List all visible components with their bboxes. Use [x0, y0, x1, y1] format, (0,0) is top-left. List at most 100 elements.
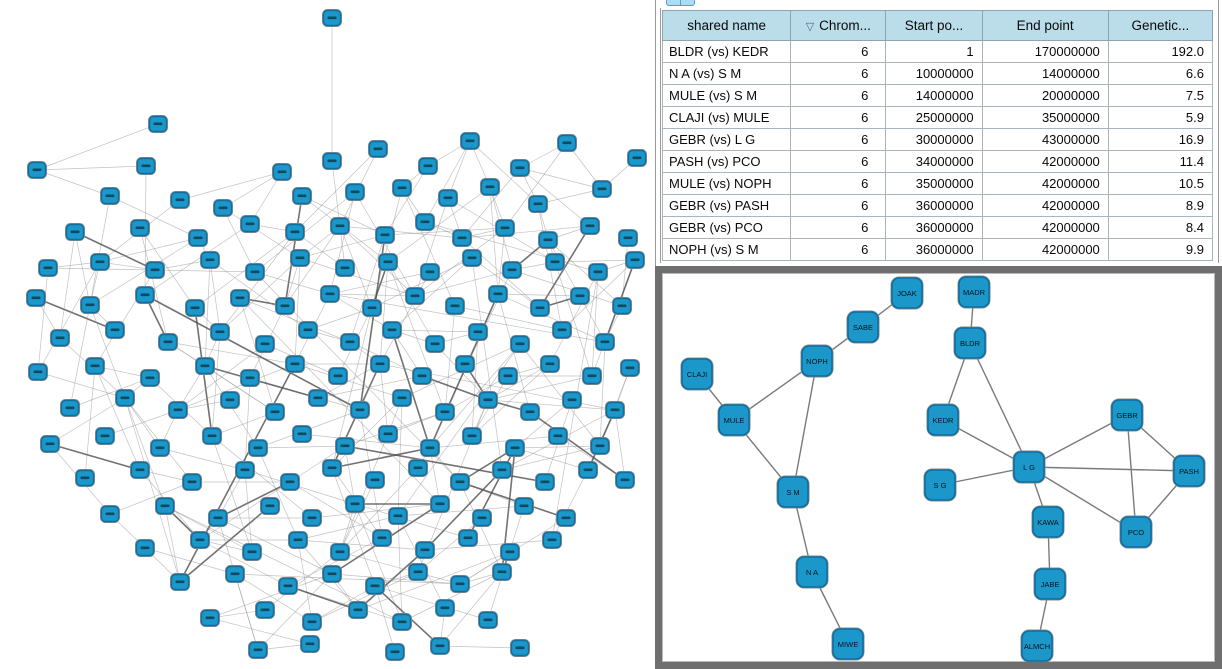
network-edge[interactable]: [539, 225, 591, 309]
network-edge[interactable]: [301, 433, 431, 449]
network-edge[interactable]: [294, 148, 379, 233]
network-edge[interactable]: [94, 365, 141, 471]
network-edge[interactable]: [511, 269, 623, 307]
network-edge[interactable]: [219, 231, 296, 333]
network-edge[interactable]: [289, 481, 383, 539]
network-edge[interactable]: [374, 585, 489, 621]
network-edge[interactable]: [37, 267, 49, 373]
network-edge[interactable]: [454, 305, 563, 331]
network-edge[interactable]: [209, 259, 221, 333]
column-header-start-po-[interactable]: Start po...: [885, 10, 983, 41]
network-edge[interactable]: [447, 140, 471, 199]
network-edge[interactable]: [244, 469, 356, 505]
network-edge[interactable]: [429, 447, 441, 505]
network-edge[interactable]: [301, 195, 386, 236]
network-edge[interactable]: [211, 435, 253, 553]
network-edge[interactable]: [217, 481, 291, 519]
network-edge[interactable]: [599, 341, 606, 447]
network-edge[interactable]: [414, 227, 506, 297]
network-edge[interactable]: [222, 207, 301, 259]
cell-value[interactable]: 6: [790, 128, 887, 151]
node-NA[interactable]: [796, 556, 828, 588]
cell-value[interactable]: 11.4: [1107, 150, 1214, 173]
column-header-chrom-[interactable]: ▽ Chrom...: [790, 10, 887, 41]
network-edge[interactable]: [84, 365, 96, 479]
network-edge[interactable]: [424, 140, 471, 223]
network-edge[interactable]: [379, 363, 389, 435]
network-edge[interactable]: [234, 573, 461, 585]
node-CLAJI[interactable]: [681, 358, 713, 390]
network-edge[interactable]: [614, 409, 626, 481]
network-edge[interactable]: [307, 307, 373, 331]
network-edge[interactable]: [209, 573, 333, 619]
network-edge[interactable]: [167, 341, 296, 365]
network-edge[interactable]: [424, 221, 599, 273]
table-row[interactable]: N A (vs) S M 6 10000000 14000000 6.6: [661, 62, 1214, 85]
cell-value[interactable]: 25000000: [885, 106, 983, 129]
network-edge[interactable]: [374, 585, 396, 653]
cell-value[interactable]: 16.9: [1107, 128, 1214, 151]
network-edge[interactable]: [469, 140, 539, 205]
network-edge[interactable]: [519, 167, 591, 227]
network-edge[interactable]: [417, 517, 483, 573]
network-edge[interactable]: [244, 469, 253, 553]
table-row[interactable]: NOPH (vs) S M 6 36000000 42000000 9.9: [661, 238, 1214, 261]
network-edge[interactable]: [124, 397, 166, 507]
network-edge[interactable]: [311, 503, 441, 519]
network-edge[interactable]: [37, 261, 101, 373]
network-edge[interactable]: [497, 227, 506, 295]
network-edge[interactable]: [487, 375, 593, 401]
network-edge[interactable]: [287, 537, 383, 587]
cell-value[interactable]: 7.5: [1107, 84, 1214, 107]
network-edge[interactable]: [222, 171, 283, 209]
network-edge[interactable]: [211, 411, 276, 437]
cell-shared-name[interactable]: GEBR (vs) PCO: [661, 216, 792, 239]
network-edge[interactable]: [397, 515, 446, 609]
network-edge[interactable]: [384, 227, 506, 236]
network-edge[interactable]: [424, 469, 503, 551]
network-edge[interactable]: [211, 435, 313, 519]
cell-value[interactable]: 20000000: [981, 84, 1109, 107]
node-NOPH[interactable]: [801, 345, 833, 377]
node-LG[interactable]: [1013, 451, 1045, 483]
network-edge[interactable]: [349, 234, 386, 343]
network-edge[interactable]: [354, 503, 469, 539]
network-edge[interactable]: [36, 123, 159, 171]
network-edge[interactable]: [164, 505, 181, 583]
network-edge[interactable]: [239, 297, 441, 505]
cell-value[interactable]: 10000000: [885, 62, 983, 85]
network-edge[interactable]: [89, 237, 199, 306]
network-edge[interactable]: [444, 305, 456, 413]
network-edge[interactable]: [144, 223, 251, 296]
network-edge[interactable]: [35, 297, 116, 331]
network-edge[interactable]: [344, 445, 356, 505]
network-edge[interactable]: [217, 517, 259, 651]
network-edge[interactable]: [204, 365, 319, 399]
network-edge[interactable]: [109, 481, 193, 515]
column-header-genetic-[interactable]: Genetic...: [1107, 10, 1214, 41]
network-edge[interactable]: [329, 293, 416, 297]
cell-value[interactable]: 35000000: [885, 172, 983, 195]
cell-value[interactable]: 1: [885, 40, 983, 63]
cell-value[interactable]: 6: [790, 216, 887, 239]
network-edge[interactable]: [554, 259, 636, 263]
column-header-end-point[interactable]: End point: [981, 10, 1109, 41]
network-edge[interactable]: [331, 467, 376, 587]
network-edge[interactable]: [219, 257, 301, 333]
network-edge[interactable]: [424, 539, 553, 551]
network-edge[interactable]: [294, 363, 403, 399]
cell-value[interactable]: 192.0: [1107, 40, 1214, 63]
node-GEBR[interactable]: [1111, 399, 1143, 431]
network-edge[interactable]: [357, 551, 511, 611]
network-edge[interactable]: [109, 195, 199, 239]
table-row[interactable]: BLDR (vs) KEDR 6 1 170000000 192.0: [661, 40, 1214, 63]
network-edge[interactable]: [331, 397, 403, 469]
network-edge[interactable]: [74, 231, 156, 271]
cell-shared-name[interactable]: GEBR (vs) PASH: [661, 194, 792, 217]
network-edge[interactable]: [297, 539, 426, 551]
network-edge[interactable]: [459, 481, 567, 519]
cell-value[interactable]: 6: [790, 62, 887, 85]
cell-shared-name[interactable]: BLDR (vs) KEDR: [661, 40, 792, 63]
network-edge[interactable]: [284, 225, 341, 307]
cell-value[interactable]: 35000000: [981, 106, 1109, 129]
